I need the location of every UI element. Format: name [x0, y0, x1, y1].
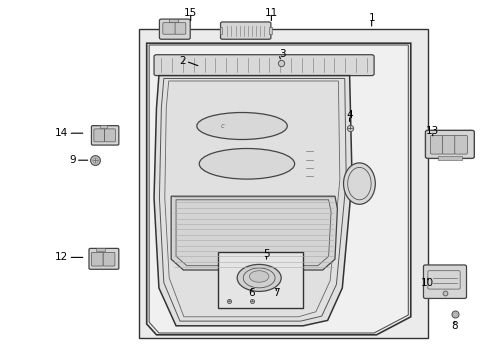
- Bar: [437, 156, 461, 160]
- Bar: [217, 252, 303, 308]
- Ellipse shape: [199, 148, 294, 179]
- FancyBboxPatch shape: [163, 23, 175, 34]
- Bar: [100, 125, 106, 128]
- Bar: [139, 29, 427, 338]
- FancyBboxPatch shape: [220, 22, 270, 39]
- Text: 5: 5: [263, 249, 269, 259]
- Text: 1: 1: [367, 13, 374, 23]
- FancyBboxPatch shape: [442, 135, 454, 154]
- Text: 7: 7: [272, 288, 279, 298]
- FancyBboxPatch shape: [429, 135, 442, 154]
- Text: 15: 15: [183, 8, 197, 18]
- Text: 12: 12: [55, 252, 68, 262]
- FancyBboxPatch shape: [175, 23, 185, 34]
- FancyBboxPatch shape: [89, 248, 119, 269]
- FancyBboxPatch shape: [425, 130, 473, 158]
- FancyBboxPatch shape: [454, 135, 467, 154]
- FancyBboxPatch shape: [159, 19, 190, 39]
- FancyBboxPatch shape: [104, 129, 115, 142]
- Ellipse shape: [249, 271, 268, 282]
- Polygon shape: [146, 43, 410, 335]
- Bar: [219, 27, 222, 34]
- Text: 9: 9: [69, 155, 76, 165]
- Text: 2: 2: [179, 56, 185, 66]
- Text: 14: 14: [55, 128, 68, 138]
- FancyBboxPatch shape: [154, 55, 373, 76]
- FancyBboxPatch shape: [91, 126, 119, 145]
- Polygon shape: [171, 196, 337, 270]
- Text: 8: 8: [450, 321, 457, 331]
- FancyBboxPatch shape: [91, 252, 103, 266]
- Text: 13: 13: [425, 126, 439, 136]
- Text: 11: 11: [264, 8, 278, 18]
- Bar: [268, 27, 271, 34]
- Text: c: c: [220, 123, 224, 129]
- FancyBboxPatch shape: [423, 265, 466, 298]
- Text: 3: 3: [278, 49, 285, 59]
- Polygon shape: [154, 76, 351, 326]
- FancyBboxPatch shape: [103, 252, 115, 266]
- Bar: [168, 19, 178, 22]
- Text: 4: 4: [346, 110, 352, 120]
- Text: 10: 10: [421, 278, 433, 288]
- Ellipse shape: [237, 264, 281, 292]
- Bar: [96, 248, 105, 251]
- Ellipse shape: [196, 112, 287, 139]
- Text: 6: 6: [248, 288, 255, 298]
- FancyBboxPatch shape: [94, 129, 104, 142]
- Ellipse shape: [343, 163, 375, 204]
